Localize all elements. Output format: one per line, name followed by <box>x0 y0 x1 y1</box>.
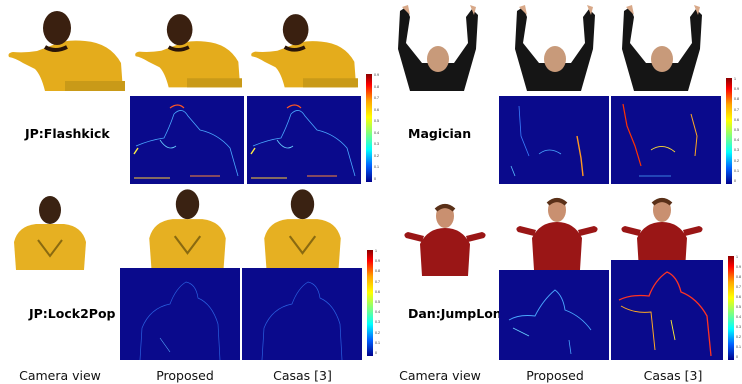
colorbar-tick-label: 0.2 <box>734 158 739 163</box>
colorbar-tick-label: 0.2 <box>375 330 380 335</box>
caption-casas-right: Casas [3] <box>643 368 703 383</box>
magician-camera-image <box>388 3 488 91</box>
jumplong-proposed-error-map <box>499 270 609 360</box>
lock2pop-proposed-image <box>140 183 235 268</box>
colorbar-tick-label: 1 <box>734 77 736 81</box>
colorbar-tick-label: 0.7 <box>374 96 379 101</box>
colorbar-tick-label: 1 <box>375 249 377 253</box>
lock2pop-casas-image <box>255 183 350 268</box>
colorbar-tick-label: 0.5 <box>734 128 739 132</box>
magician-colorbar <box>726 78 732 184</box>
colorbar-tick-label: 0.5 <box>736 305 741 309</box>
colorbar-tick-label: 0.1 <box>374 165 379 170</box>
lock2pop-casas-error-map <box>242 268 362 360</box>
magician-proposed-image <box>505 3 605 91</box>
caption-camera-view-right: Camera view <box>399 368 481 383</box>
colorbar-tick-label: 0.5 <box>374 119 379 124</box>
flashkick-proposed-error-map <box>130 96 244 184</box>
colorbar-tick-label: 0.7 <box>736 285 741 289</box>
colorbar-tick-label: 0.9 <box>374 73 379 77</box>
colorbar-tick-label: 0.8 <box>734 97 739 102</box>
colorbar-tick-label: 0.1 <box>734 168 739 173</box>
lock2pop-proposed-error-map <box>120 268 240 360</box>
caption-proposed-left: Proposed <box>156 368 214 383</box>
colorbar-tick-label: 0.6 <box>736 295 741 299</box>
colorbar-tick-label: 0.7 <box>734 107 739 112</box>
magician-casas-error-map <box>611 96 721 184</box>
caption-camera-view-left: Camera view <box>19 368 101 383</box>
lock2pop-colorbar <box>367 250 373 356</box>
flashkick-proposed-image <box>132 3 242 93</box>
label-magician: Magician <box>408 126 472 141</box>
label-flashkick: JP:Flashkick <box>25 126 110 141</box>
colorbar-tick-label: 0.4 <box>734 138 739 143</box>
colorbar-tick-label: 0.1 <box>736 345 741 349</box>
label-lock2pop: JP:Lock2Pop <box>29 306 116 321</box>
colorbar-tick-label: 0 <box>374 177 376 181</box>
jumplong-camera-image <box>400 198 490 276</box>
magician-casas-image <box>612 3 712 91</box>
colorbar-tick-label: 0.2 <box>374 153 379 158</box>
jumplong-colorbar <box>728 256 734 360</box>
colorbar-tick-label: 0.6 <box>734 117 739 122</box>
colorbar-tick-label: 0.4 <box>736 315 741 319</box>
flashkick-casas-error-map <box>247 96 361 184</box>
colorbar-tick-label: 0.8 <box>375 269 380 274</box>
flashkick-casas-image <box>248 3 358 93</box>
colorbar-tick-label: 0.3 <box>374 142 379 147</box>
colorbar-tick-label: 0.3 <box>375 320 380 325</box>
lock2pop-camera-image <box>10 190 90 270</box>
colorbar-tick-label: 0.8 <box>736 275 741 279</box>
colorbar-tick-label: 0.3 <box>736 325 741 329</box>
colorbar-tick-label: 0 <box>736 355 738 359</box>
colorbar-tick-label: 0.2 <box>736 335 741 339</box>
colorbar-tick-label: 0.4 <box>375 310 380 315</box>
jumplong-casas-image <box>617 192 707 270</box>
flashkick-colorbar <box>366 74 372 182</box>
colorbar-tick-label: 0.3 <box>734 148 739 153</box>
magician-proposed-error-map <box>499 96 609 184</box>
colorbar-tick-label: 0.5 <box>375 300 380 304</box>
jumplong-casas-error-map <box>611 260 723 360</box>
colorbar-tick-label: 0 <box>734 179 736 183</box>
colorbar-tick-label: 0.6 <box>374 107 379 112</box>
flashkick-camera-image <box>5 3 125 93</box>
colorbar-tick-label: 0.1 <box>375 340 380 345</box>
colorbar-tick-label: 0.9 <box>734 87 739 92</box>
colorbar-tick-label: 0.9 <box>375 259 380 264</box>
colorbar-tick-label: 0 <box>375 351 377 355</box>
colorbar-tick-label: 0.6 <box>375 289 380 294</box>
caption-casas-left: Casas [3] <box>273 368 332 383</box>
colorbar-tick-label: 1 <box>736 255 738 259</box>
caption-proposed-right: Proposed <box>526 368 584 383</box>
colorbar-tick-label: 0.7 <box>375 279 380 284</box>
label-jumplong: Dan:JumpLong <box>408 306 511 321</box>
colorbar-tick-label: 0.4 <box>374 130 379 135</box>
colorbar-tick-label: 0.9 <box>736 265 741 269</box>
colorbar-tick-label: 0.8 <box>374 84 379 89</box>
jumplong-proposed-image <box>512 192 602 270</box>
